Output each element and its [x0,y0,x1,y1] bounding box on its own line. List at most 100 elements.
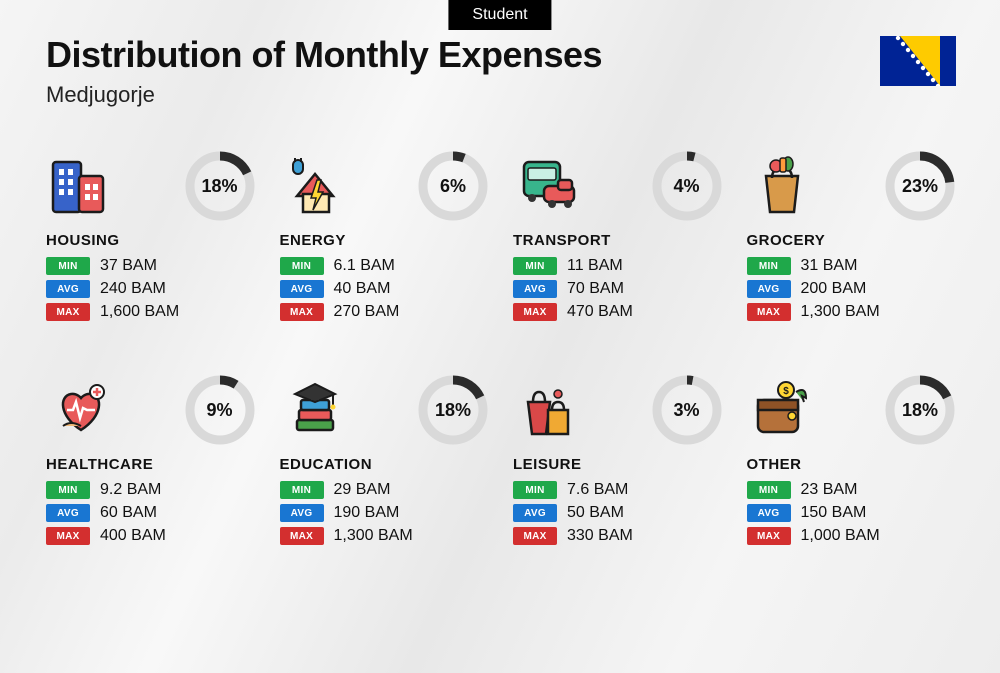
expense-card-education: 18% EDUCATION MIN 29 BAM AVG 190 BAM MAX… [280,374,490,550]
percent-label: 9% [184,374,256,446]
stat-min: MIN 29 BAM [280,481,490,499]
stat-avg: AVG 70 BAM [513,280,723,298]
expense-card-energy: 6% ENERGY MIN 6.1 BAM AVG 40 BAM MAX 270… [280,150,490,326]
max-value: 400 BAM [100,527,166,545]
housing-icon [46,151,116,221]
max-value: 1,300 BAM [334,527,413,545]
stat-max: MAX 1,300 BAM [280,527,490,545]
percent-donut: 23% [884,150,956,222]
percent-donut: 3% [651,374,723,446]
transport-icon [513,151,583,221]
avg-badge: AVG [747,504,791,522]
min-value: 31 BAM [801,257,858,275]
header: Distribution of Monthly Expenses Medjugo… [46,34,602,108]
percent-label: 18% [884,374,956,446]
avg-value: 70 BAM [567,280,624,298]
stat-max: MAX 400 BAM [46,527,256,545]
stat-max: MAX 270 BAM [280,303,490,321]
stat-min: MIN 11 BAM [513,257,723,275]
expense-card-grocery: 23% GROCERY MIN 31 BAM AVG 200 BAM MAX 1… [747,150,957,326]
percent-donut: 18% [884,374,956,446]
category-label: OTHER [747,456,957,473]
avg-badge: AVG [280,504,324,522]
avg-badge: AVG [280,280,324,298]
max-badge: MAX [513,303,557,321]
percent-label: 18% [417,374,489,446]
max-badge: MAX [46,303,90,321]
percent-label: 18% [184,150,256,222]
stat-max: MAX 470 BAM [513,303,723,321]
avg-value: 150 BAM [801,504,867,522]
max-value: 1,300 BAM [801,303,880,321]
stat-min: MIN 31 BAM [747,257,957,275]
category-label: GROCERY [747,232,957,249]
max-badge: MAX [747,303,791,321]
min-badge: MIN [513,257,557,275]
avg-badge: AVG [513,280,557,298]
max-badge: MAX [280,527,324,545]
avg-badge: AVG [513,504,557,522]
avg-badge: AVG [747,280,791,298]
min-badge: MIN [46,257,90,275]
max-value: 1,000 BAM [801,527,880,545]
min-value: 37 BAM [100,257,157,275]
category-label: TRANSPORT [513,232,723,249]
stat-max: MAX 330 BAM [513,527,723,545]
stat-min: MIN 37 BAM [46,257,256,275]
page-subtitle: Medjugorje [46,82,602,108]
avg-badge: AVG [46,280,90,298]
category-label: ENERGY [280,232,490,249]
percent-label: 3% [651,374,723,446]
min-badge: MIN [513,481,557,499]
other-icon: $ [747,375,817,445]
percent-label: 23% [884,150,956,222]
percent-donut: 9% [184,374,256,446]
expense-card-transport: 4% TRANSPORT MIN 11 BAM AVG 70 BAM MAX 4… [513,150,723,326]
stat-avg: AVG 150 BAM [747,504,957,522]
max-badge: MAX [513,527,557,545]
min-value: 23 BAM [801,481,858,499]
percent-label: 4% [651,150,723,222]
stat-avg: AVG 60 BAM [46,504,256,522]
energy-icon [280,151,350,221]
expense-card-leisure: 3% LEISURE MIN 7.6 BAM AVG 50 BAM MAX 33… [513,374,723,550]
avg-value: 240 BAM [100,280,166,298]
expense-grid: 18% HOUSING MIN 37 BAM AVG 240 BAM MAX 1… [46,150,956,550]
bosnia-flag-icon [880,36,956,86]
avg-badge: AVG [46,504,90,522]
percent-donut: 18% [184,150,256,222]
stat-avg: AVG 240 BAM [46,280,256,298]
education-icon [280,375,350,445]
min-value: 29 BAM [334,481,391,499]
leisure-icon [513,375,583,445]
percent-donut: 4% [651,150,723,222]
avg-value: 50 BAM [567,504,624,522]
max-badge: MAX [747,527,791,545]
min-badge: MIN [747,257,791,275]
min-badge: MIN [280,481,324,499]
healthcare-icon [46,375,116,445]
avg-value: 190 BAM [334,504,400,522]
stat-avg: AVG 190 BAM [280,504,490,522]
stat-max: MAX 1,000 BAM [747,527,957,545]
min-value: 11 BAM [567,257,623,275]
stat-avg: AVG 200 BAM [747,280,957,298]
stat-min: MIN 23 BAM [747,481,957,499]
student-tag: Student [448,0,551,30]
min-badge: MIN [747,481,791,499]
min-badge: MIN [280,257,324,275]
percent-label: 6% [417,150,489,222]
max-value: 330 BAM [567,527,633,545]
category-label: HEALTHCARE [46,456,256,473]
category-label: EDUCATION [280,456,490,473]
stat-max: MAX 1,300 BAM [747,303,957,321]
min-value: 7.6 BAM [567,481,628,499]
page-title: Distribution of Monthly Expenses [46,34,602,76]
max-value: 470 BAM [567,303,633,321]
stat-min: MIN 6.1 BAM [280,257,490,275]
min-value: 9.2 BAM [100,481,161,499]
stat-max: MAX 1,600 BAM [46,303,256,321]
max-badge: MAX [280,303,324,321]
max-value: 270 BAM [334,303,400,321]
avg-value: 60 BAM [100,504,157,522]
